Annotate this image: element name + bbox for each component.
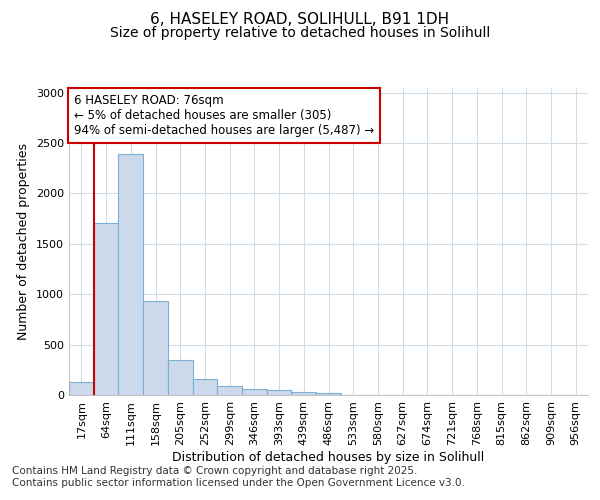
Bar <box>316 393 341 395</box>
Bar <box>168 360 193 395</box>
Bar <box>69 382 94 395</box>
X-axis label: Distribution of detached houses by size in Solihull: Distribution of detached houses by size … <box>172 450 485 464</box>
Bar <box>143 301 168 395</box>
Text: 6 HASELEY ROAD: 76sqm
← 5% of detached houses are smaller (305)
94% of semi-deta: 6 HASELEY ROAD: 76sqm ← 5% of detached h… <box>74 94 374 136</box>
Bar <box>242 390 267 395</box>
Y-axis label: Number of detached properties: Number of detached properties <box>17 143 31 340</box>
Text: 6, HASELEY ROAD, SOLIHULL, B91 1DH: 6, HASELEY ROAD, SOLIHULL, B91 1DH <box>151 12 449 28</box>
Text: Contains HM Land Registry data © Crown copyright and database right 2025.
Contai: Contains HM Land Registry data © Crown c… <box>12 466 465 487</box>
Bar <box>94 222 118 395</box>
Bar <box>193 380 217 395</box>
Bar <box>292 392 316 395</box>
Text: Size of property relative to detached houses in Solihull: Size of property relative to detached ho… <box>110 26 490 40</box>
Bar <box>267 390 292 395</box>
Bar <box>118 154 143 395</box>
Bar <box>217 386 242 395</box>
